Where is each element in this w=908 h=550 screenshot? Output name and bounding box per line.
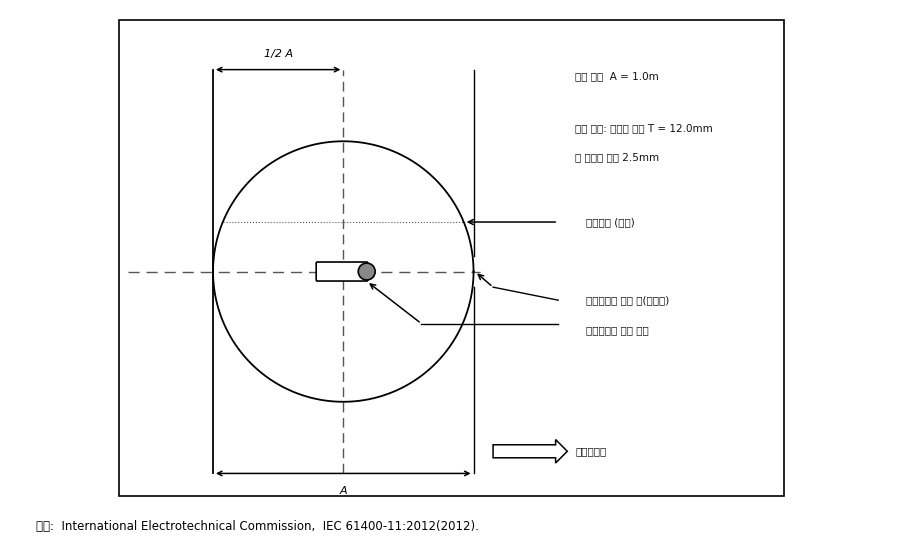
Text: 최소 두께: 목재의 경우 T = 12.0mm: 최소 두께: 목재의 경우 T = 12.0mm <box>575 123 713 133</box>
Text: 자료:  International Electrotechnical Commission,  IEC 61400-11:2012(2012).: 자료: International Electrotechnical Commi… <box>36 520 479 534</box>
Text: 마이크로폰 박막 위치: 마이크로폰 박막 위치 <box>586 325 648 335</box>
Circle shape <box>359 263 375 280</box>
Text: 분할부위 (옵션): 분할부위 (옵션) <box>586 217 635 227</box>
Text: 최소 지름  A = 1.0m: 최소 지름 A = 1.0m <box>575 71 659 81</box>
Text: 풍력발전기: 풍력발전기 <box>575 446 607 456</box>
Polygon shape <box>493 439 568 463</box>
Text: 1/2 A: 1/2 A <box>263 49 292 59</box>
Text: A: A <box>340 486 347 497</box>
FancyBboxPatch shape <box>316 262 368 281</box>
Text: 및 금속의 경우 2.5mm: 및 금속의 경우 2.5mm <box>575 152 659 162</box>
Text: 마이크로폰 장착 판(반사판): 마이크로폰 장착 판(반사판) <box>586 295 669 305</box>
